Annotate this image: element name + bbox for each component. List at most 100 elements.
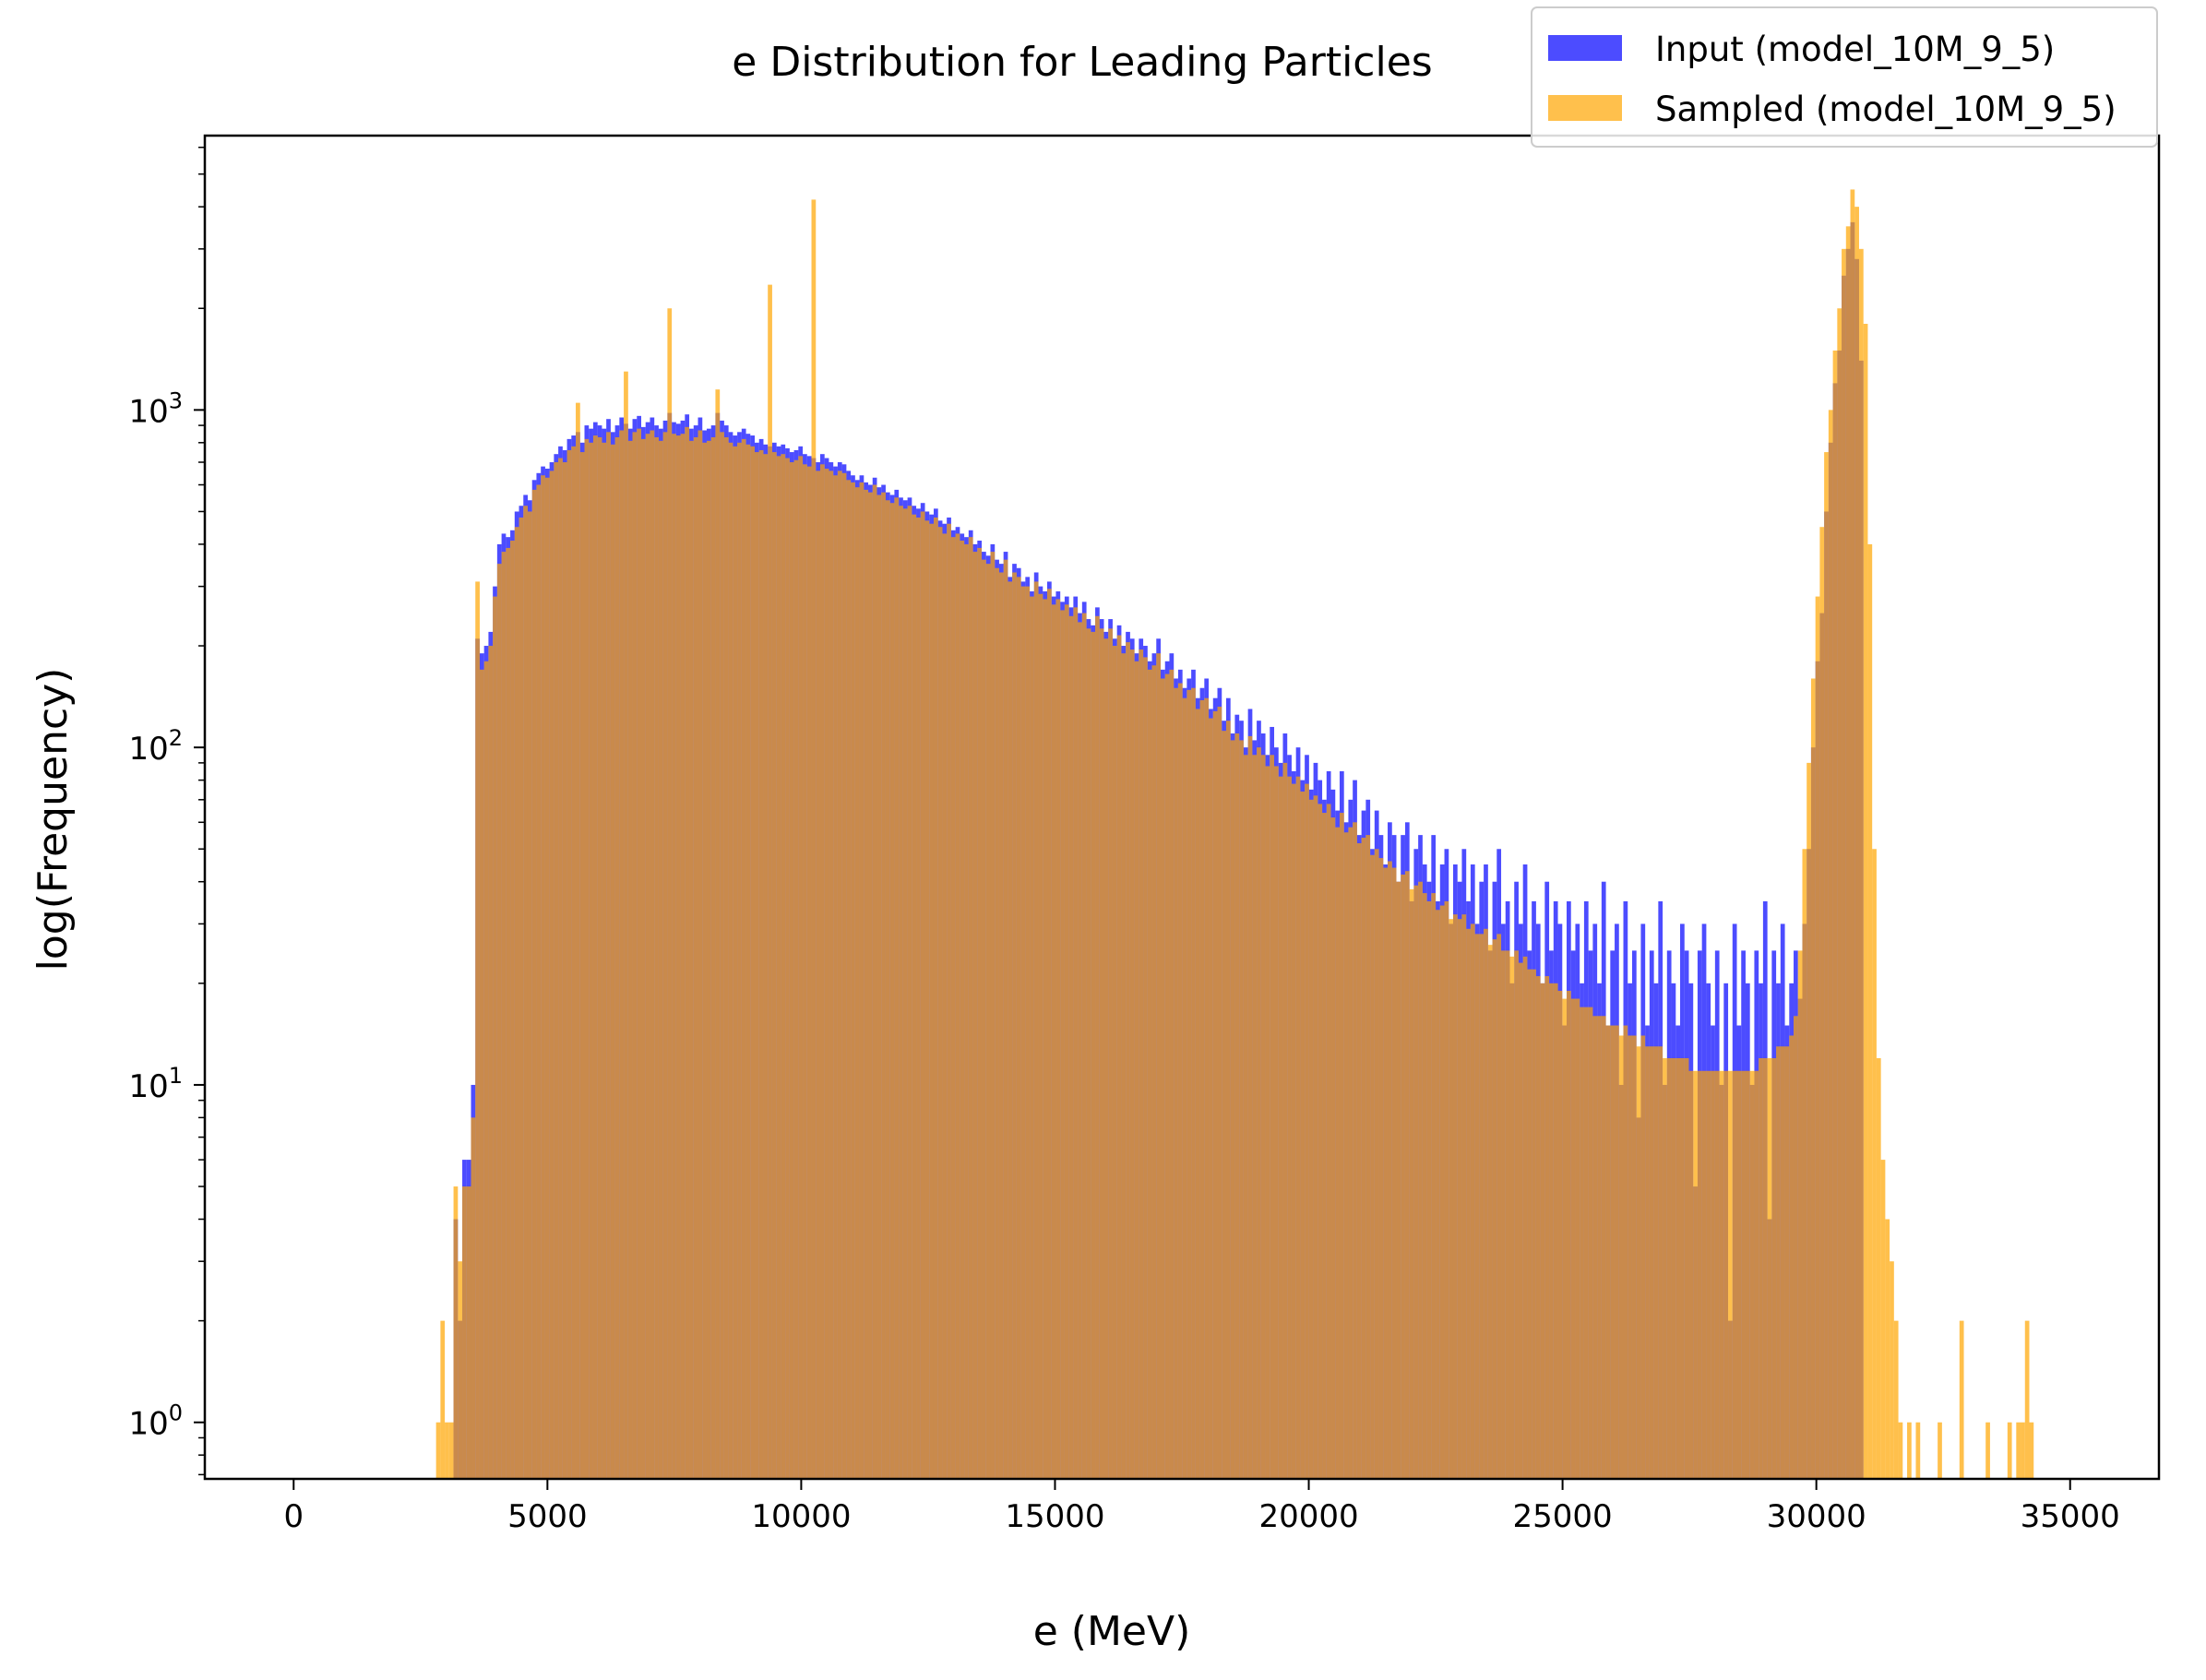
bar (1819, 527, 1825, 1480)
bar (527, 511, 532, 1479)
bar (1863, 323, 1868, 1480)
bar (1540, 983, 1545, 1479)
x-tick-label: 10000 (751, 1498, 851, 1535)
bar (1723, 1070, 1729, 1479)
bar (1754, 1070, 1759, 1479)
bar (471, 1117, 476, 1479)
bar (741, 438, 746, 1479)
bar (1147, 669, 1152, 1479)
bar (1247, 735, 1253, 1479)
bar (1684, 1057, 1689, 1479)
bar (1444, 900, 1449, 1479)
bar (1885, 1219, 1890, 1479)
bar (811, 199, 817, 1479)
bar (1209, 718, 1213, 1479)
bar (1078, 622, 1082, 1479)
bar (1680, 1057, 1685, 1479)
bar (1339, 813, 1344, 1479)
bar (1562, 998, 1567, 1479)
bar (662, 432, 668, 1479)
bar (1688, 1070, 1694, 1479)
bar (1890, 1261, 1894, 1479)
bar (702, 442, 707, 1479)
bar (1745, 1070, 1750, 1479)
bar (1518, 962, 1523, 1479)
bar (488, 646, 494, 1479)
bar (479, 669, 484, 1479)
bar (1824, 452, 1829, 1479)
bar (558, 458, 563, 1479)
bar (1126, 642, 1130, 1479)
legend-box (1531, 6, 2158, 148)
bar (1295, 776, 1301, 1479)
bar (1278, 776, 1283, 1479)
x-axis-label: e (MeV) (1033, 1608, 1191, 1655)
bar (627, 440, 633, 1480)
bar (1234, 733, 1240, 1479)
bar (1374, 849, 1379, 1479)
bar (1701, 1070, 1707, 1479)
bar (854, 487, 860, 1480)
bar (1343, 832, 1349, 1479)
y-tick-label: 103 (128, 387, 183, 430)
bar (1008, 581, 1013, 1479)
bar (1449, 919, 1453, 1479)
legend-label-input: Input (model_10M_9_5) (1655, 30, 2055, 69)
bar (1164, 673, 1170, 1479)
bar (1326, 804, 1331, 1479)
bar (1728, 1070, 1733, 1479)
bar (514, 527, 519, 1480)
bar (1880, 1160, 1886, 1479)
bar (645, 434, 650, 1480)
bar (1365, 835, 1371, 1479)
bar (1711, 1070, 1715, 1479)
bar (614, 436, 620, 1480)
bar (950, 537, 956, 1479)
bar (453, 1186, 459, 1479)
bar (1186, 689, 1192, 1479)
bar (876, 494, 882, 1479)
bar (968, 537, 973, 1479)
bar (1003, 559, 1008, 1479)
bar (1466, 928, 1471, 1479)
bar (1161, 678, 1165, 1479)
bar (1810, 678, 1816, 1479)
bar (1191, 687, 1196, 1479)
bar (566, 449, 572, 1480)
bar (1854, 207, 1859, 1479)
bar (689, 440, 694, 1480)
bar (1592, 1016, 1598, 1479)
bar (829, 471, 834, 1479)
bar (1418, 881, 1423, 1479)
bar (637, 428, 641, 1479)
bar (641, 438, 646, 1479)
bar (768, 284, 772, 1479)
bar (972, 552, 978, 1479)
bar (1282, 762, 1288, 1479)
bar (723, 436, 729, 1480)
bar (1225, 721, 1231, 1479)
bar (1893, 1320, 1899, 1479)
bar (793, 459, 799, 1479)
bar (592, 435, 598, 1479)
bar (1068, 615, 1074, 1479)
bar (501, 552, 507, 1479)
bar (680, 434, 686, 1480)
bar (445, 1422, 449, 1479)
bar (1095, 615, 1100, 1479)
bar (1605, 1025, 1611, 1479)
bar (1553, 983, 1558, 1479)
bar (733, 446, 738, 1480)
bar (833, 475, 838, 1479)
bar (1741, 1070, 1746, 1479)
bar (781, 454, 786, 1480)
bar (977, 547, 983, 1479)
bar (837, 471, 842, 1479)
bar (1108, 628, 1113, 1479)
y-tick-label: 101 (128, 1063, 183, 1105)
bar (1549, 983, 1554, 1479)
bar (868, 492, 873, 1480)
bar (1509, 956, 1515, 1479)
bar (1064, 604, 1069, 1479)
